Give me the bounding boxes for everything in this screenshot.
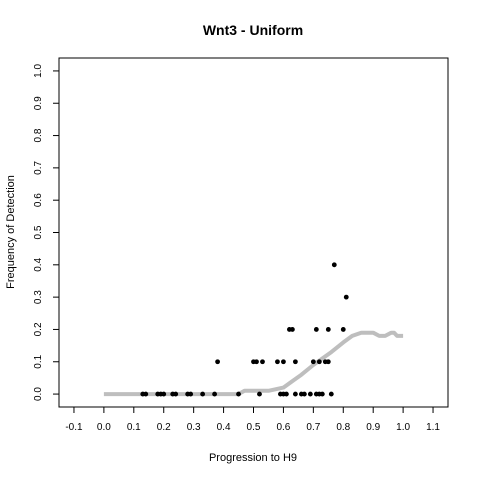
data-point xyxy=(343,294,349,300)
x-tick-label: 0.9 xyxy=(366,422,380,433)
data-point xyxy=(316,359,322,365)
y-tick-label: 0.5 xyxy=(33,225,44,239)
x-tick-label: 0.5 xyxy=(247,422,261,433)
data-point xyxy=(292,391,298,397)
data-point xyxy=(188,391,194,397)
x-tick-label: 0.1 xyxy=(127,422,141,433)
chart-title: Wnt3 - Uniform xyxy=(203,22,303,38)
data-point xyxy=(290,327,295,332)
data-point xyxy=(275,359,280,365)
x-tick-label: 0.2 xyxy=(157,422,171,433)
x-tick-label: 0.4 xyxy=(217,422,231,433)
x-axis-label: Progression to H9 xyxy=(209,452,297,464)
x-tick-label: 0.8 xyxy=(336,422,350,433)
data-point xyxy=(328,391,334,397)
y-tick-label: 0.0 xyxy=(33,387,44,401)
x-tick-label: 0.7 xyxy=(306,422,320,433)
data-point xyxy=(307,391,313,397)
data-point xyxy=(254,359,259,365)
data-point xyxy=(325,359,331,365)
data-point xyxy=(301,391,307,397)
data-point xyxy=(236,391,241,397)
data-point xyxy=(200,391,206,397)
y-tick-label: 0.6 xyxy=(33,193,44,207)
y-tick-label: 0.3 xyxy=(33,290,44,304)
data-point xyxy=(331,262,337,268)
x-axis: -0.1 0.0 0.1 0.2 0.3 0.4 0.5 0.6 0.7 0.8 0.9 1.0 1.1 xyxy=(65,407,440,433)
x-tick-label: -0.1 xyxy=(65,422,83,433)
data-point xyxy=(325,327,331,332)
y-tick-label: 0.1 xyxy=(33,354,44,368)
data-point xyxy=(161,391,167,397)
data-point xyxy=(310,359,316,365)
y-tick-label: 0.9 xyxy=(33,96,44,110)
data-point xyxy=(313,327,319,332)
data-point xyxy=(143,391,149,397)
x-tick-label: 1.1 xyxy=(426,422,440,433)
y-tick-label: 0.4 xyxy=(33,257,44,271)
data-point xyxy=(340,327,346,332)
point-series xyxy=(140,262,349,397)
y-tick-label: 0.7 xyxy=(33,160,44,174)
y-axis: 0.0 0.1 0.2 0.3 0.4 0.5 0.6 0.7 0.8 0.9 1.0 xyxy=(33,64,59,401)
x-tick-label: 0.0 xyxy=(97,422,111,433)
x-tick-label: 0.6 xyxy=(276,422,290,433)
y-tick-label: 1.0 xyxy=(33,64,44,78)
x-tick-label: 0.3 xyxy=(187,422,201,433)
y-tick-label: 0.8 xyxy=(33,128,44,142)
data-point xyxy=(260,359,265,365)
data-point xyxy=(284,391,289,397)
data-point xyxy=(173,391,179,397)
data-point xyxy=(257,391,262,397)
data-point xyxy=(292,359,298,365)
y-tick-label: 0.2 xyxy=(33,322,44,336)
data-point xyxy=(215,359,220,365)
y-axis-label: Frequency of Detection xyxy=(5,175,17,289)
data-point xyxy=(281,359,286,365)
data-point xyxy=(212,391,218,397)
x-tick-label: 1.0 xyxy=(396,422,410,433)
data-point xyxy=(319,391,325,397)
